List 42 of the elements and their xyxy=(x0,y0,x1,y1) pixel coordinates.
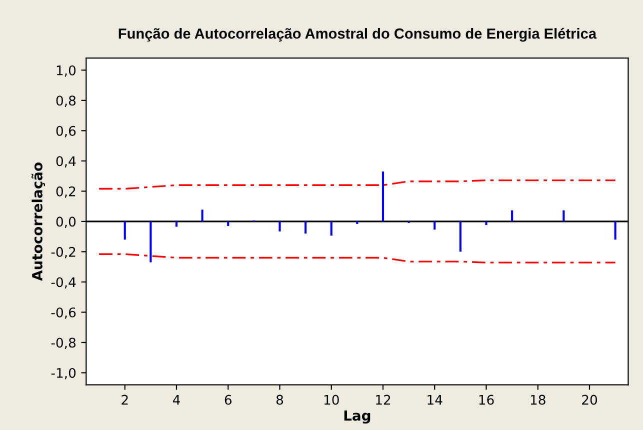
y-tick-label: 0,2 xyxy=(56,186,76,198)
y-tick-label: -0,6 xyxy=(51,307,76,319)
x-tick-label: 12 xyxy=(376,394,390,405)
bar xyxy=(201,210,204,222)
y-axis-title: Autocorrelação xyxy=(31,162,45,281)
y-tick-label: -0,4 xyxy=(51,277,76,289)
bar xyxy=(124,221,126,240)
y-tick-label: -0,8 xyxy=(51,338,76,350)
x-tick-label: 14 xyxy=(428,394,442,405)
bar xyxy=(511,210,514,222)
bar xyxy=(614,221,616,240)
y-tick-label: 0,0 xyxy=(56,216,76,228)
bar xyxy=(434,221,436,230)
x-tick-label: 16 xyxy=(479,394,494,405)
bar xyxy=(175,221,178,227)
bar xyxy=(304,221,307,234)
bar xyxy=(150,221,152,262)
bar xyxy=(227,221,230,226)
bar xyxy=(459,221,462,252)
x-axis-title: Lag xyxy=(344,410,370,424)
x-tick-label: 8 xyxy=(276,394,284,405)
x-tick-label: 2 xyxy=(122,394,128,405)
y-tick-label: 0,8 xyxy=(56,96,76,107)
bar xyxy=(562,210,565,222)
y-tick-label: 0,4 xyxy=(56,156,76,168)
chart-title: Função de Autocorrelação Amostral do Consumo de Energia Elétrica xyxy=(118,28,597,42)
line-series xyxy=(98,179,616,190)
y-tick-label: -0,2 xyxy=(51,246,76,258)
x-tick-label: 4 xyxy=(172,394,180,405)
bar xyxy=(330,221,332,236)
x-tick-label: 18 xyxy=(530,394,546,405)
bar xyxy=(485,221,488,226)
line-series xyxy=(98,253,616,264)
bar xyxy=(356,221,358,224)
x-tick-label: 10 xyxy=(324,394,339,405)
x-tick-label: 20 xyxy=(582,394,598,405)
bar xyxy=(278,221,281,232)
bar xyxy=(382,172,384,222)
x-tick-label: 6 xyxy=(224,394,232,405)
y-tick-label: 1,0 xyxy=(56,65,76,77)
y-tick-label: -1,0 xyxy=(51,368,76,380)
y-tick-label: 0,6 xyxy=(56,126,76,138)
